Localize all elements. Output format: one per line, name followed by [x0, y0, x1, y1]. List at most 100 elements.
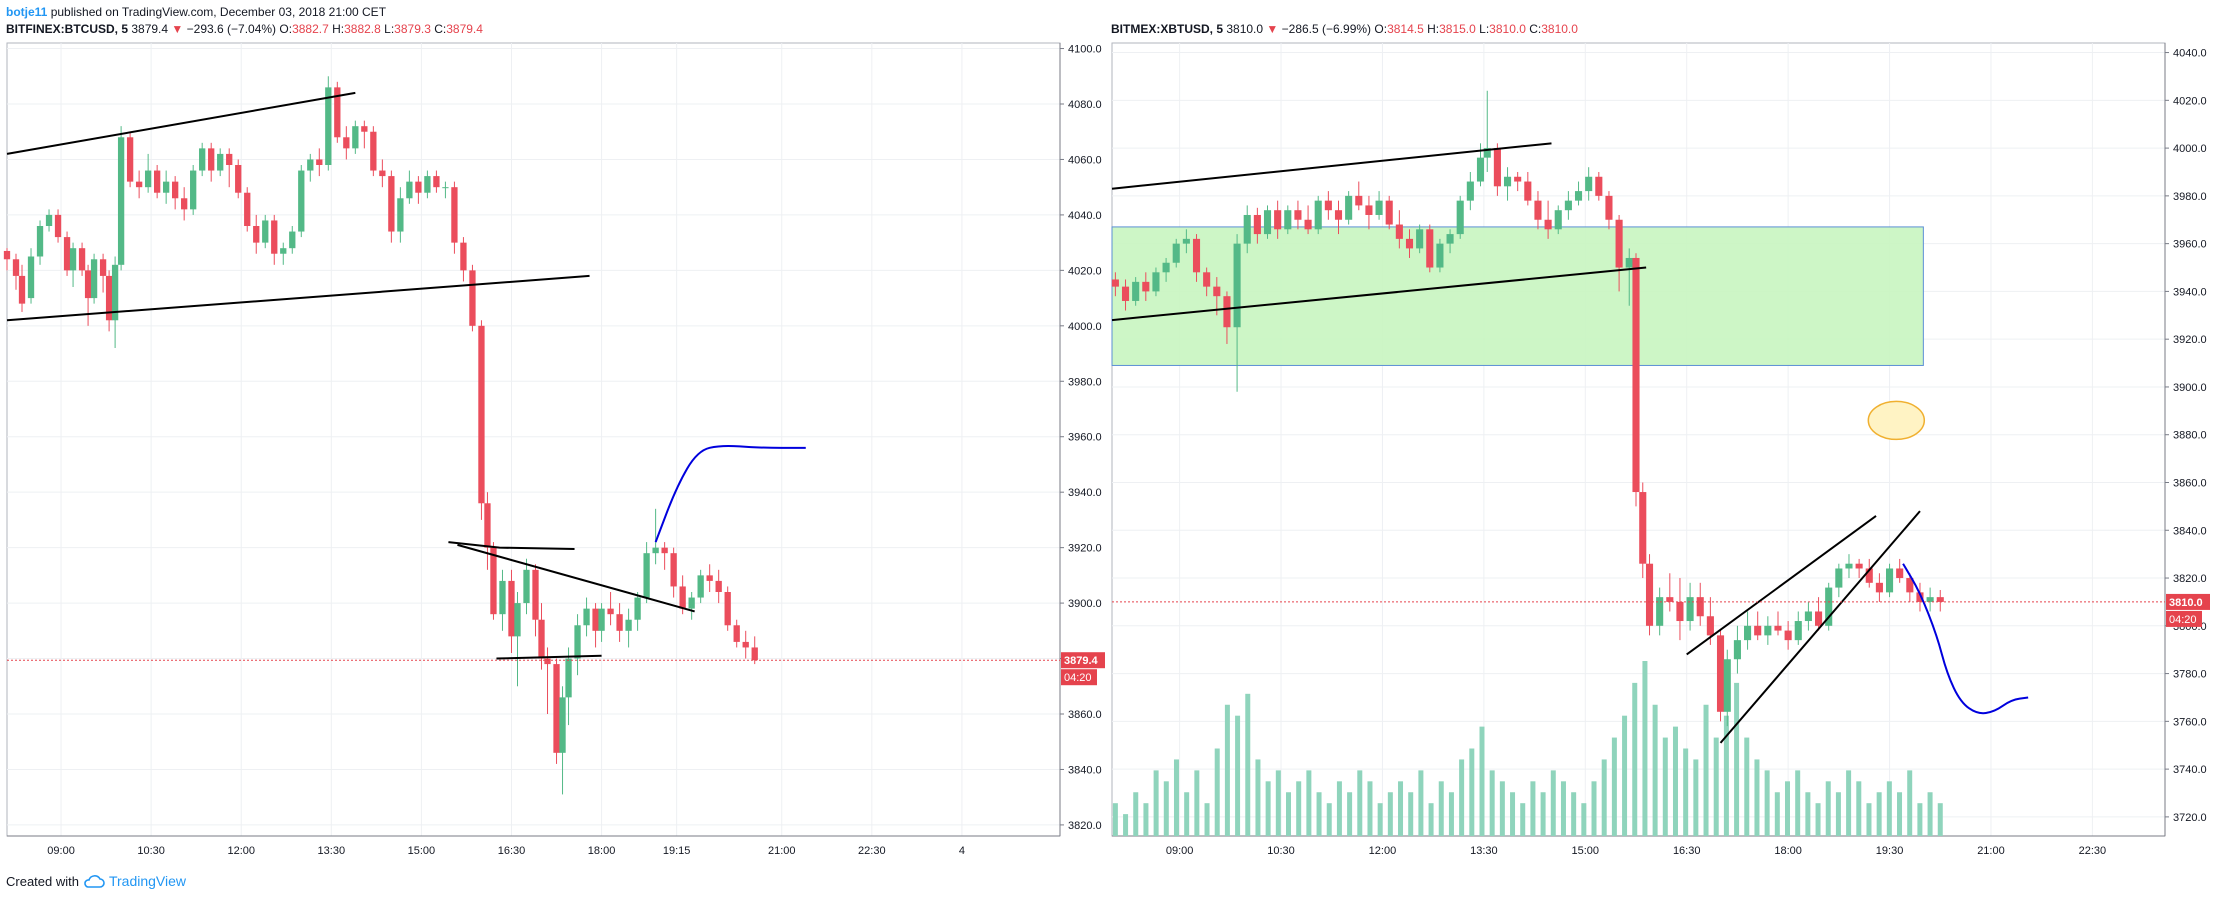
x-tick-label: 12:00	[1369, 845, 1397, 857]
chart-2-open: 3814.5	[1387, 22, 1424, 36]
candle-body	[583, 608, 590, 626]
volume-bar	[1347, 792, 1353, 836]
candle-body	[3, 250, 11, 260]
candle-body	[1503, 176, 1512, 187]
candle-body	[45, 214, 53, 226]
candle-body	[670, 553, 677, 587]
candle-body	[1294, 210, 1302, 220]
volume-bar	[1214, 748, 1220, 836]
candle-body	[307, 159, 314, 171]
volume-bar	[1296, 781, 1302, 836]
volume-bar	[1275, 770, 1281, 836]
candle-body	[679, 586, 686, 609]
candle-body	[733, 625, 740, 642]
chart-1-high: 3882.8	[344, 22, 381, 36]
chart-1-low: 3879.3	[394, 22, 431, 36]
publish-header: botje11 published on TradingView.com, De…	[6, 5, 386, 19]
candle-body	[1585, 176, 1593, 192]
volume-bar	[1123, 814, 1129, 836]
candle-body	[1632, 257, 1640, 493]
projection-curve	[654, 444, 806, 543]
volume-bar	[1479, 726, 1485, 836]
candle-body	[1223, 296, 1231, 328]
chart-1-close: 3879.4	[446, 22, 483, 36]
author-link[interactable]: botje11	[6, 5, 48, 19]
y-tick-label: 3960.0	[2173, 239, 2207, 251]
candle-body	[1855, 563, 1863, 569]
candle-body	[1845, 563, 1853, 569]
volume-bar	[1255, 759, 1261, 836]
volume-bar	[1835, 792, 1841, 836]
candle-body	[1835, 568, 1843, 588]
volume-bar	[1866, 803, 1872, 836]
candle-body	[111, 264, 119, 321]
candle-body	[616, 614, 623, 631]
candle-body	[379, 170, 386, 177]
y-tick-label: 3860.0	[2173, 477, 2207, 489]
candle-body	[78, 248, 86, 271]
candle-body	[538, 619, 545, 659]
candle-body	[1213, 286, 1221, 297]
candle-body	[27, 256, 35, 299]
volume-bar	[1846, 770, 1852, 836]
candle-body	[1121, 286, 1130, 301]
countdown-badge	[2166, 610, 2202, 627]
volume-bar	[1785, 781, 1791, 836]
candle-body	[135, 181, 143, 188]
candle-body	[1916, 592, 1924, 602]
tradingview-cloud-icon	[84, 875, 105, 888]
y-tick-label: 4100.0	[1068, 44, 1102, 56]
volume-bar	[1856, 781, 1862, 836]
created-with-text: Created with	[6, 873, 79, 889]
candle-body	[172, 181, 179, 199]
volume-bar	[1418, 770, 1424, 836]
candle-body	[1926, 597, 1934, 602]
volume-bar	[1387, 792, 1393, 836]
chart-2-low: 3810.0	[1489, 22, 1526, 36]
candle-body	[484, 503, 491, 548]
volume-bar	[1357, 770, 1363, 836]
candle-body	[334, 87, 341, 138]
trendline	[6, 91, 356, 155]
volume-bar	[1927, 792, 1933, 836]
y-tick-label: 3920.0	[2173, 334, 2207, 346]
volume-bar	[1917, 803, 1923, 836]
candle-body	[1754, 625, 1762, 636]
candle-body	[643, 553, 650, 598]
candle-body	[217, 153, 224, 171]
volume-bar	[1133, 792, 1139, 836]
volume-bar	[1672, 726, 1678, 836]
candle-body	[1774, 625, 1782, 631]
volume-bar	[1489, 770, 1495, 836]
x-tick-label: 16:30	[1673, 845, 1701, 857]
candle-body	[144, 170, 152, 188]
tradingview-brand[interactable]: TradingView	[108, 873, 187, 889]
candle-body	[490, 547, 497, 615]
volume-bar	[1876, 792, 1882, 836]
y-tick-label: 4040.0	[1068, 210, 1102, 222]
candle-body	[724, 592, 731, 626]
chart-1-change: −293.6 (−7.04%)	[186, 22, 277, 36]
x-tick-label: 19:30	[1876, 845, 1904, 857]
candle-body	[1804, 611, 1812, 622]
candle-body	[1426, 229, 1434, 268]
candle-body	[1605, 195, 1613, 220]
x-tick-label: 4	[959, 845, 965, 857]
candle-body	[1284, 210, 1292, 230]
candle-body	[12, 259, 20, 276]
candle-body	[1446, 234, 1454, 244]
candle-body	[634, 597, 641, 620]
volume-bar	[1112, 803, 1118, 836]
y-tick-label: 3840.0	[2173, 525, 2207, 537]
candle-body	[742, 641, 749, 648]
candle-body	[1865, 568, 1873, 583]
candle-body	[397, 198, 404, 232]
y-tick-label: 3920.0	[1068, 543, 1102, 555]
x-tick-label: 13:30	[1470, 845, 1498, 857]
y-tick-label: 3900.0	[2173, 382, 2207, 394]
candle-body	[262, 220, 269, 243]
x-tick-label: 15:00	[1572, 845, 1600, 857]
candle-body	[661, 547, 668, 554]
